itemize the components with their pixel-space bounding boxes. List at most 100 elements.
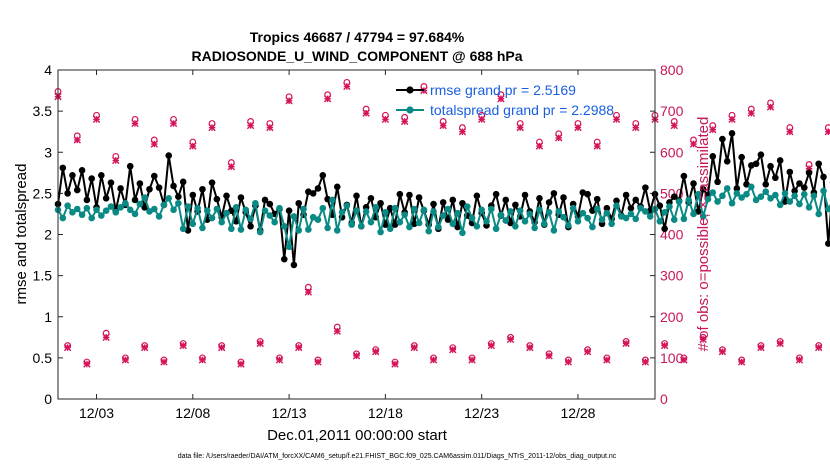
obs-assimilated-marker (660, 341, 669, 350)
plot-area (58, 70, 655, 399)
rmse-point (733, 185, 741, 192)
obs-assimilated-marker (728, 115, 736, 124)
totalspread-point (603, 209, 611, 217)
totalspread-point (545, 208, 553, 216)
obs-assimilated-marker (612, 115, 621, 124)
totalspread-point (536, 206, 543, 214)
obs-assimilated-marker (814, 343, 823, 352)
totalspread-point (820, 187, 827, 195)
y-left-tick-label: 4 (44, 62, 52, 78)
totalspread-point (377, 228, 384, 236)
totalspread-point (488, 205, 495, 213)
totalspread-point (627, 210, 635, 218)
x-tick-label: 12/03 (79, 405, 114, 421)
rmse-point (131, 196, 139, 204)
rmse-point (102, 195, 110, 202)
obs-assimilated-marker (333, 327, 341, 335)
totalspread-point (203, 207, 211, 214)
rmse-point (781, 198, 789, 205)
obs-assimilated-marker (237, 360, 245, 368)
rmse-point (512, 201, 519, 209)
obs-assimilated-marker (150, 140, 158, 148)
totalspread-point (796, 200, 803, 208)
rmse-point (309, 190, 317, 197)
obs-assimilated-marker (439, 121, 447, 130)
rmse-point (502, 196, 510, 204)
totalspread-point (656, 218, 664, 225)
rmse-point (126, 162, 134, 170)
obs-assimilated-marker (709, 125, 717, 134)
totalspread-point (406, 223, 413, 231)
totalspread-point (593, 205, 601, 213)
totalspread-point (367, 218, 375, 226)
totalspread-point (632, 215, 640, 223)
totalspread-point (218, 218, 225, 226)
obs-assimilated-marker (555, 134, 563, 142)
totalspread-point (382, 208, 389, 216)
rmse-point (772, 174, 779, 182)
obs-assimilated-marker (680, 356, 688, 364)
rmse-point (280, 255, 288, 263)
rmse-point (83, 196, 91, 204)
y-right-tick-label: 0 (660, 391, 668, 407)
totalspread-point (319, 204, 327, 212)
obs-assimilated-marker (381, 115, 390, 124)
rmse-point (627, 204, 635, 212)
totalspread-point (237, 226, 245, 233)
totalspread-point (579, 209, 587, 217)
rmse-point (107, 179, 115, 186)
rmse-point (175, 193, 182, 200)
totalspread-point (93, 206, 100, 214)
rmse-point (642, 184, 649, 191)
totalspread-point (386, 225, 394, 233)
totalspread-point (353, 207, 360, 214)
totalspread-point (468, 214, 476, 222)
y-left-tick-label: 1 (44, 309, 52, 325)
rmse-point (593, 195, 601, 203)
totalspread-point (449, 220, 457, 228)
totalspread-point (675, 198, 683, 205)
totalspread-point (709, 189, 717, 196)
rmse-point (199, 185, 206, 193)
rmse-point (728, 130, 736, 137)
totalspread-point (59, 214, 67, 222)
totalspread-point (223, 209, 230, 217)
totalspread-point (170, 206, 177, 214)
obs-assimilated-marker (140, 343, 149, 352)
rmse-point (141, 204, 148, 211)
rmse-point (386, 204, 394, 212)
totalspread-point (483, 218, 490, 225)
totalspread-point (420, 206, 428, 214)
rmse-point (825, 240, 830, 247)
obs-assimilated-marker (622, 339, 630, 348)
rmse-point (473, 192, 481, 200)
obs-assimilated-marker (208, 123, 216, 132)
totalspread-point (574, 218, 582, 225)
obs-assimilated-marker (362, 109, 370, 117)
obs-assimilated-marker (343, 82, 351, 91)
totalspread-point (415, 219, 423, 227)
rmse-point (208, 179, 216, 186)
totalspread-point (805, 204, 813, 211)
rmse-point (762, 181, 770, 188)
totalspread-point (271, 218, 278, 226)
rmse-point (136, 180, 144, 187)
rmse-point (723, 158, 731, 165)
totalspread-point (295, 227, 303, 234)
legend-rmse-marker (406, 86, 414, 94)
rmse-point (285, 207, 293, 214)
totalspread-point (550, 227, 558, 234)
rmse-point (656, 202, 664, 210)
obs-assimilated-marker (449, 345, 457, 354)
totalspread-point (478, 206, 485, 214)
y-right-tick-label: 800 (660, 62, 684, 78)
rmse-point (98, 171, 105, 179)
totalspread-point (64, 202, 71, 210)
obs-assimilated-marker (410, 343, 418, 352)
rmse-point (78, 167, 86, 174)
rmse-point (786, 168, 794, 176)
totalspread-point (743, 190, 750, 198)
totalspread-point (680, 215, 688, 223)
totalspread-point (690, 210, 697, 218)
totalspread-point (285, 243, 293, 251)
